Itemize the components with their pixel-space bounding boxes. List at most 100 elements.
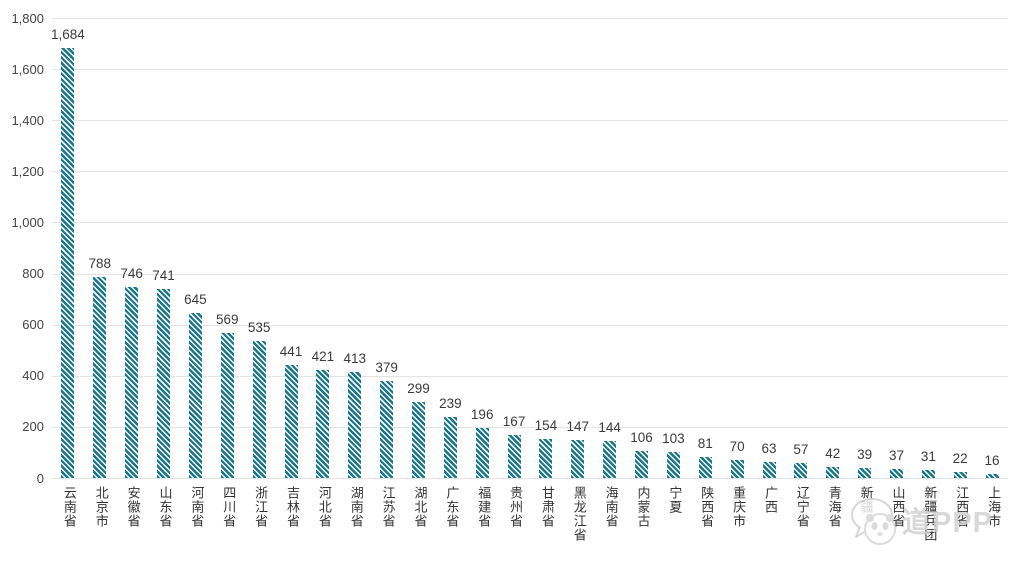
bar-value-label: 421	[311, 349, 335, 365]
bar-value-label: 147	[566, 419, 590, 435]
bar	[125, 287, 139, 478]
bar	[284, 365, 298, 478]
bar	[858, 468, 872, 478]
x-tick-label: 湖北省	[412, 486, 428, 528]
gridline	[52, 69, 1008, 71]
y-tick-label: 800	[22, 266, 44, 282]
bar	[475, 427, 489, 478]
x-tick-label: 青海省	[826, 486, 842, 528]
y-tick-label: 600	[22, 317, 44, 333]
bar-value-label: 535	[247, 320, 271, 336]
bar-value-label: 31	[920, 449, 936, 465]
gridline	[52, 375, 1008, 377]
x-tick-label: 河北省	[316, 486, 332, 528]
gridline	[52, 120, 1008, 122]
bar-value-label: 39	[857, 447, 873, 463]
x-tick-label: 甘肃省	[539, 486, 555, 528]
x-tick-label: 黑龙江省	[571, 486, 587, 542]
bar	[730, 460, 744, 478]
bar	[635, 450, 649, 478]
bar-value-label: 70	[729, 439, 745, 455]
bar-value-label: 167	[502, 414, 526, 430]
gridline	[52, 324, 1008, 326]
bar-value-label: 154	[534, 417, 558, 433]
x-tick-label: 云南省	[61, 486, 77, 528]
y-tick-label: 1,800	[11, 10, 44, 26]
gridline	[52, 171, 1008, 173]
x-tick-label: 安徽省	[125, 486, 141, 528]
gridline	[52, 426, 1008, 428]
bar-value-label: 81	[697, 436, 713, 452]
bar	[953, 472, 967, 478]
bar	[826, 467, 840, 478]
bar	[188, 313, 202, 478]
x-tick-label: 重庆市	[731, 486, 747, 528]
watermark-text: 道PPP	[902, 507, 994, 539]
bar	[252, 341, 266, 478]
bar-value-label: 22	[952, 451, 968, 467]
bar	[698, 457, 712, 478]
x-tick-label: 新疆兵团	[922, 486, 938, 542]
gridline	[52, 273, 1008, 275]
x-tick-label: 四川省	[221, 486, 237, 528]
bar	[220, 332, 234, 478]
bar-value-label: 645	[184, 292, 207, 308]
x-tick-label: 广东省	[444, 486, 460, 528]
bar-value-label: 239	[439, 395, 462, 411]
bar	[921, 470, 935, 478]
bar	[666, 451, 680, 478]
bar	[539, 438, 553, 478]
x-tick-label: 江西省	[954, 486, 970, 528]
bar-value-label: 569	[216, 311, 239, 327]
bar-value-label: 741	[152, 267, 175, 283]
bar-value-label: 37	[888, 447, 904, 463]
x-tick-label: 江苏省	[380, 486, 396, 528]
bar-value-label: 144	[598, 420, 621, 436]
bar-value-label: 1,684	[51, 26, 85, 42]
bar	[93, 276, 107, 478]
bar-value-label: 16	[984, 452, 1000, 468]
bar	[889, 468, 903, 478]
x-tick-label: 湖南省	[348, 486, 364, 528]
bar-value-label: 746	[120, 266, 143, 282]
x-tick-label: 新疆	[858, 486, 874, 514]
bar	[571, 440, 585, 478]
gridline	[52, 18, 1008, 19]
x-tick-label: 吉林省	[285, 486, 300, 528]
bar-value-label: 42	[825, 446, 841, 462]
y-tick-label: 1,200	[11, 163, 44, 179]
bar-value-label: 57	[793, 442, 809, 458]
bar-value-label: 196	[470, 406, 494, 422]
x-tick-label: 浙江省	[253, 486, 269, 528]
y-tick-label: 1,000	[11, 214, 44, 230]
bar	[762, 461, 776, 478]
x-tick-label: 陕西省	[699, 486, 715, 528]
x-tick-label: 贵州省	[508, 486, 524, 528]
bar	[348, 372, 362, 478]
bar-value-label: 299	[407, 380, 430, 396]
bar	[61, 47, 75, 478]
gridline	[52, 478, 1008, 479]
x-tick-label: 河南省	[189, 486, 205, 528]
y-tick-label: 200	[22, 419, 44, 435]
bar	[985, 473, 999, 478]
bar-value-label: 63	[761, 440, 777, 456]
x-tick-label: 福建省	[476, 486, 492, 528]
x-tick-label: 山东省	[157, 486, 173, 528]
bar	[411, 401, 425, 478]
x-tick-label: 广西	[763, 486, 778, 514]
x-tick-label: 上海市	[986, 486, 1002, 528]
x-tick-label: 宁夏	[667, 486, 683, 514]
x-tick-label: 辽宁省	[794, 486, 810, 528]
x-tick-label: 内蒙古	[635, 486, 651, 528]
plot-area: 1,684 云南省 788 北京市 746 安徽省 741 山东省 645 河南省 569 四川省 53…	[51, 18, 1008, 542]
bar-value-label: 413	[343, 351, 366, 367]
bar	[316, 370, 330, 478]
gridline	[52, 222, 1008, 224]
bar-value-label: 441	[279, 344, 303, 360]
bar-value-label: 106	[630, 429, 653, 445]
x-tick-label: 海南省	[603, 486, 619, 528]
y-tick-label: 400	[22, 368, 44, 384]
y-tick-label: 0	[36, 470, 44, 486]
